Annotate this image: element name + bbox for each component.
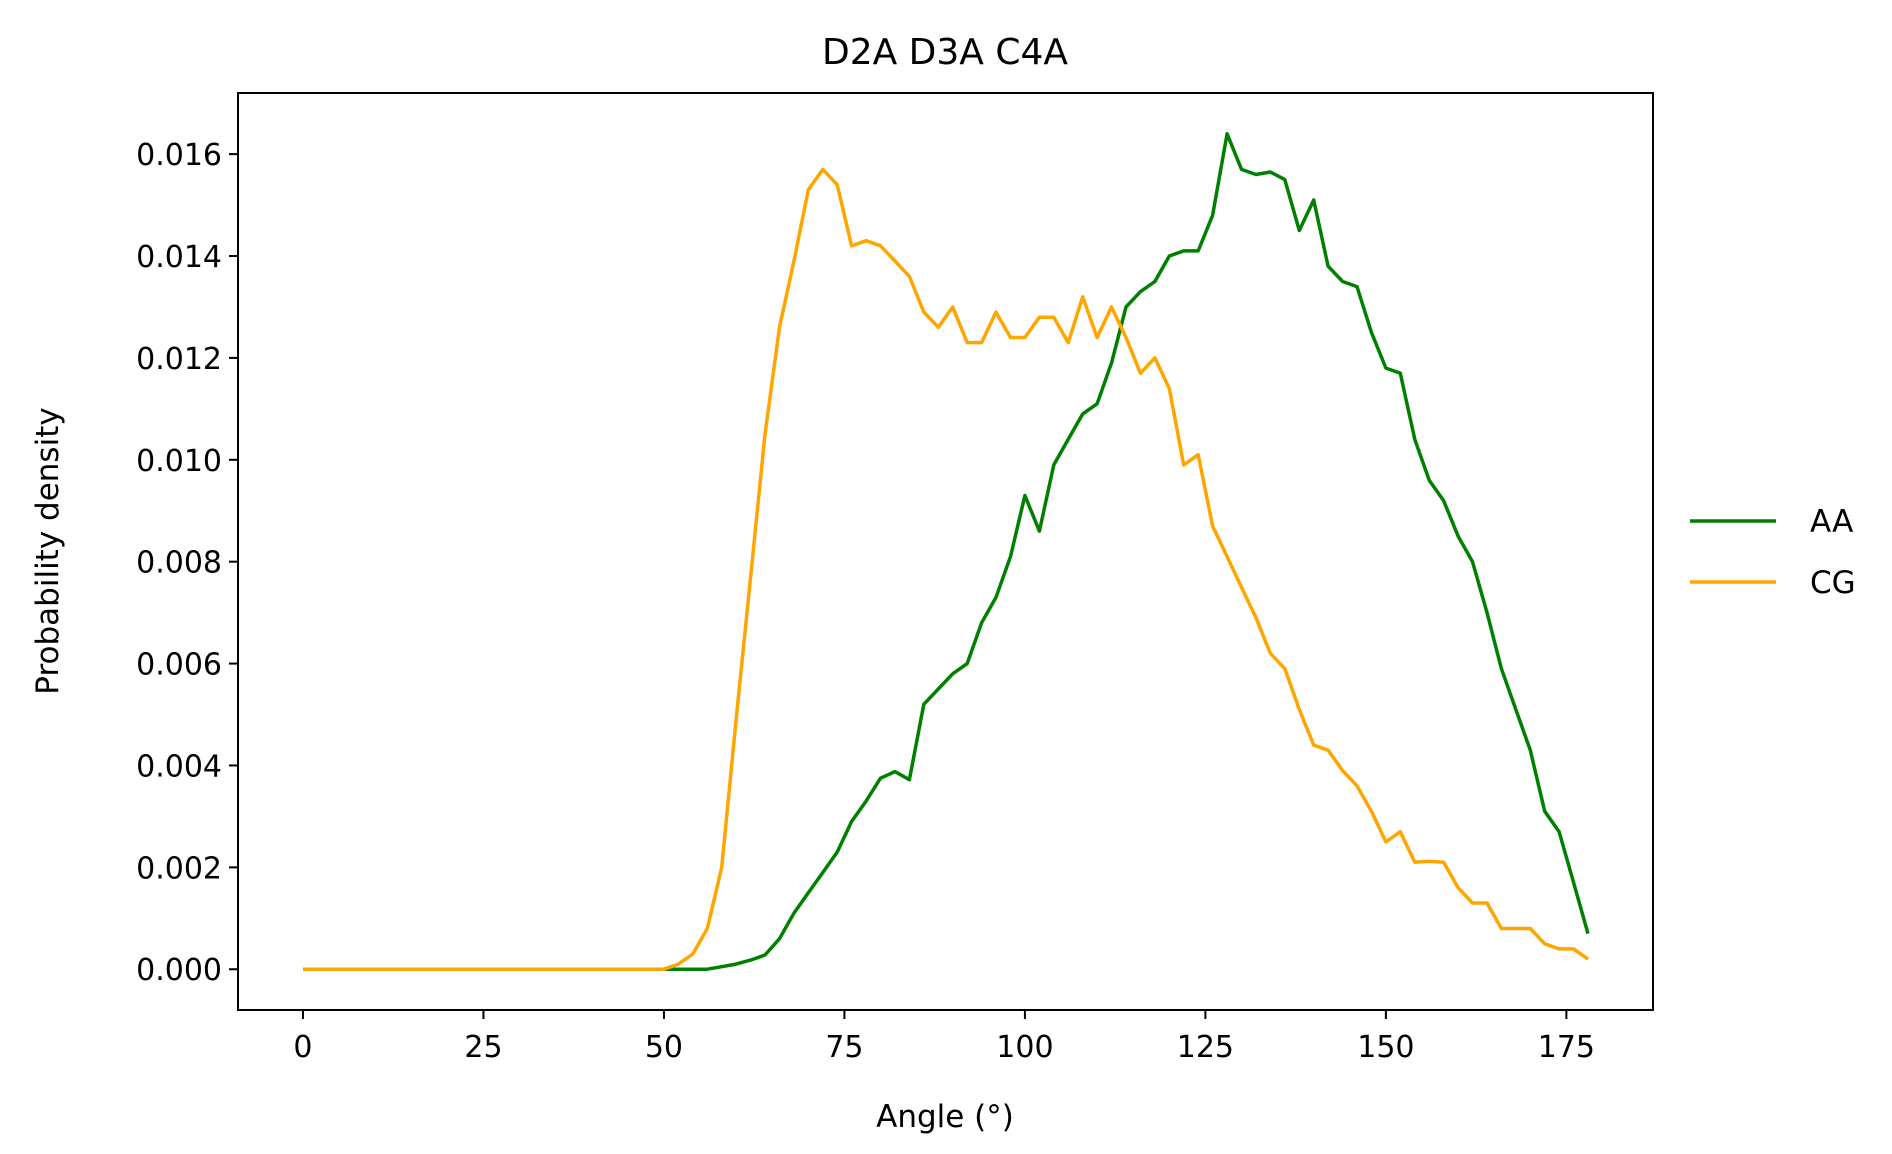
x-tick-label: 0	[293, 1030, 312, 1065]
y-tick-label: 0.012	[136, 342, 222, 377]
chart-title: D2A D3A C4A	[822, 32, 1068, 73]
y-tick-label: 0.008	[136, 546, 222, 581]
y-axis: 0.000 0.002 0.004 0.006 0.008 0.010 0.012 0.014…	[136, 138, 238, 988]
y-tick-label: 0.000	[136, 953, 222, 988]
y-tick-label: 0.016	[136, 138, 222, 173]
y-tick-label: 0.004	[136, 749, 222, 784]
y-tick-label: 0.014	[136, 240, 222, 275]
x-tick-label: 75	[825, 1030, 863, 1065]
legend: AA CG	[1690, 504, 1856, 601]
x-tick-label: 100	[996, 1030, 1053, 1065]
x-tick-label: 50	[645, 1030, 683, 1065]
series-lines	[303, 132, 1590, 971]
y-axis-label: Probability density	[30, 407, 66, 694]
y-tick-label: 0.002	[136, 851, 222, 886]
x-tick-label: 175	[1538, 1030, 1595, 1065]
x-tick-label: 25	[464, 1030, 502, 1065]
legend-label-aa: AA	[1810, 504, 1853, 540]
legend-label-cg: CG	[1810, 565, 1856, 601]
x-axis-label: Angle (°)	[876, 1099, 1014, 1135]
x-tick-label: 150	[1357, 1030, 1414, 1065]
series-line-cg	[303, 167, 1590, 971]
x-tick-label: 125	[1177, 1030, 1234, 1065]
y-tick-label: 0.010	[136, 444, 222, 479]
plot-frame	[237, 92, 1654, 1011]
y-tick-label: 0.006	[136, 648, 222, 683]
x-axis: 0 25 50 75 100 125 150 175	[293, 1010, 1595, 1065]
